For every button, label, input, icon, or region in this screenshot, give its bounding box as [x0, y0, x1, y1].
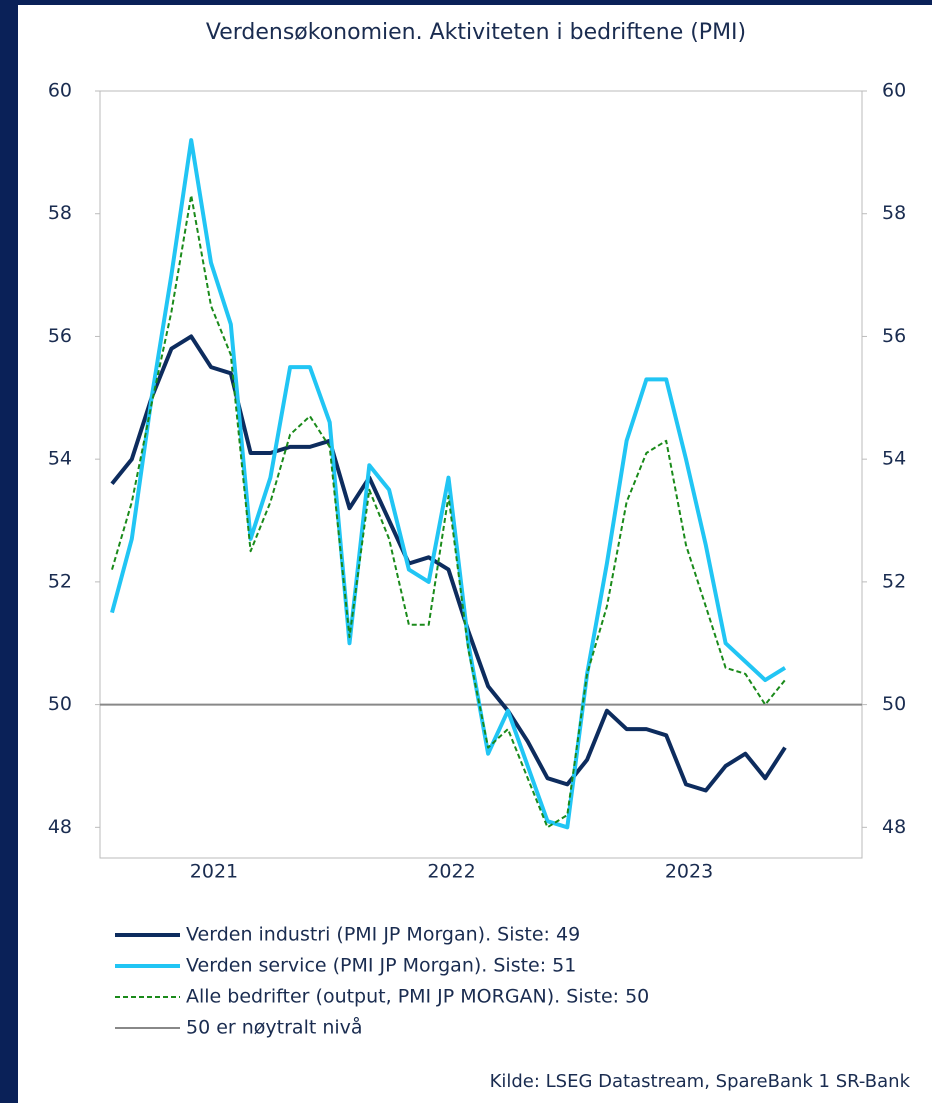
background — [18, 5, 932, 1103]
y-tick-label: 56 — [48, 325, 72, 347]
y-tick-label: 58 — [48, 202, 72, 224]
y2-tick-label: 58 — [882, 202, 906, 224]
series-line — [111, 194, 786, 829]
legend-label: Verden service (PMI JP Morgan). Siste: 5… — [186, 955, 576, 977]
y-tick-label: 50 — [48, 693, 72, 715]
x-tick-label: 2022 — [427, 861, 475, 883]
y-tick-label: 48 — [48, 816, 72, 838]
legend-label: Verden industri (PMI JP Morgan). Siste: … — [186, 924, 580, 946]
legend-label: Alle bedrifter (output, PMI JP MORGAN). … — [186, 986, 649, 1008]
series-line — [110, 334, 787, 793]
y2-tick-label: 52 — [882, 570, 906, 592]
y-tick-label: 54 — [48, 448, 72, 470]
x-tick-label: 2021 — [190, 861, 238, 883]
source: Kilde: LSEG Datastream, SpareBank 1 SR-B… — [490, 1071, 911, 1092]
y2-tick-label: 60 — [882, 80, 906, 102]
y-tick-label: 52 — [48, 570, 72, 592]
series-line — [110, 138, 787, 830]
y2-tick-label: 48 — [882, 816, 906, 838]
x-tick-label: 2023 — [665, 861, 713, 883]
y2-tick-label: 56 — [882, 325, 906, 347]
chart-title: Verdensøkonomien. Aktiviteten i bedrifte… — [206, 20, 746, 45]
y-tick-label: 60 — [48, 80, 72, 102]
y2-tick-label: 54 — [882, 448, 906, 470]
legend-label: 50 er nøytralt nivå — [186, 1016, 363, 1039]
y2-tick-label: 50 — [882, 693, 906, 715]
plot-frame — [99, 90, 863, 859]
